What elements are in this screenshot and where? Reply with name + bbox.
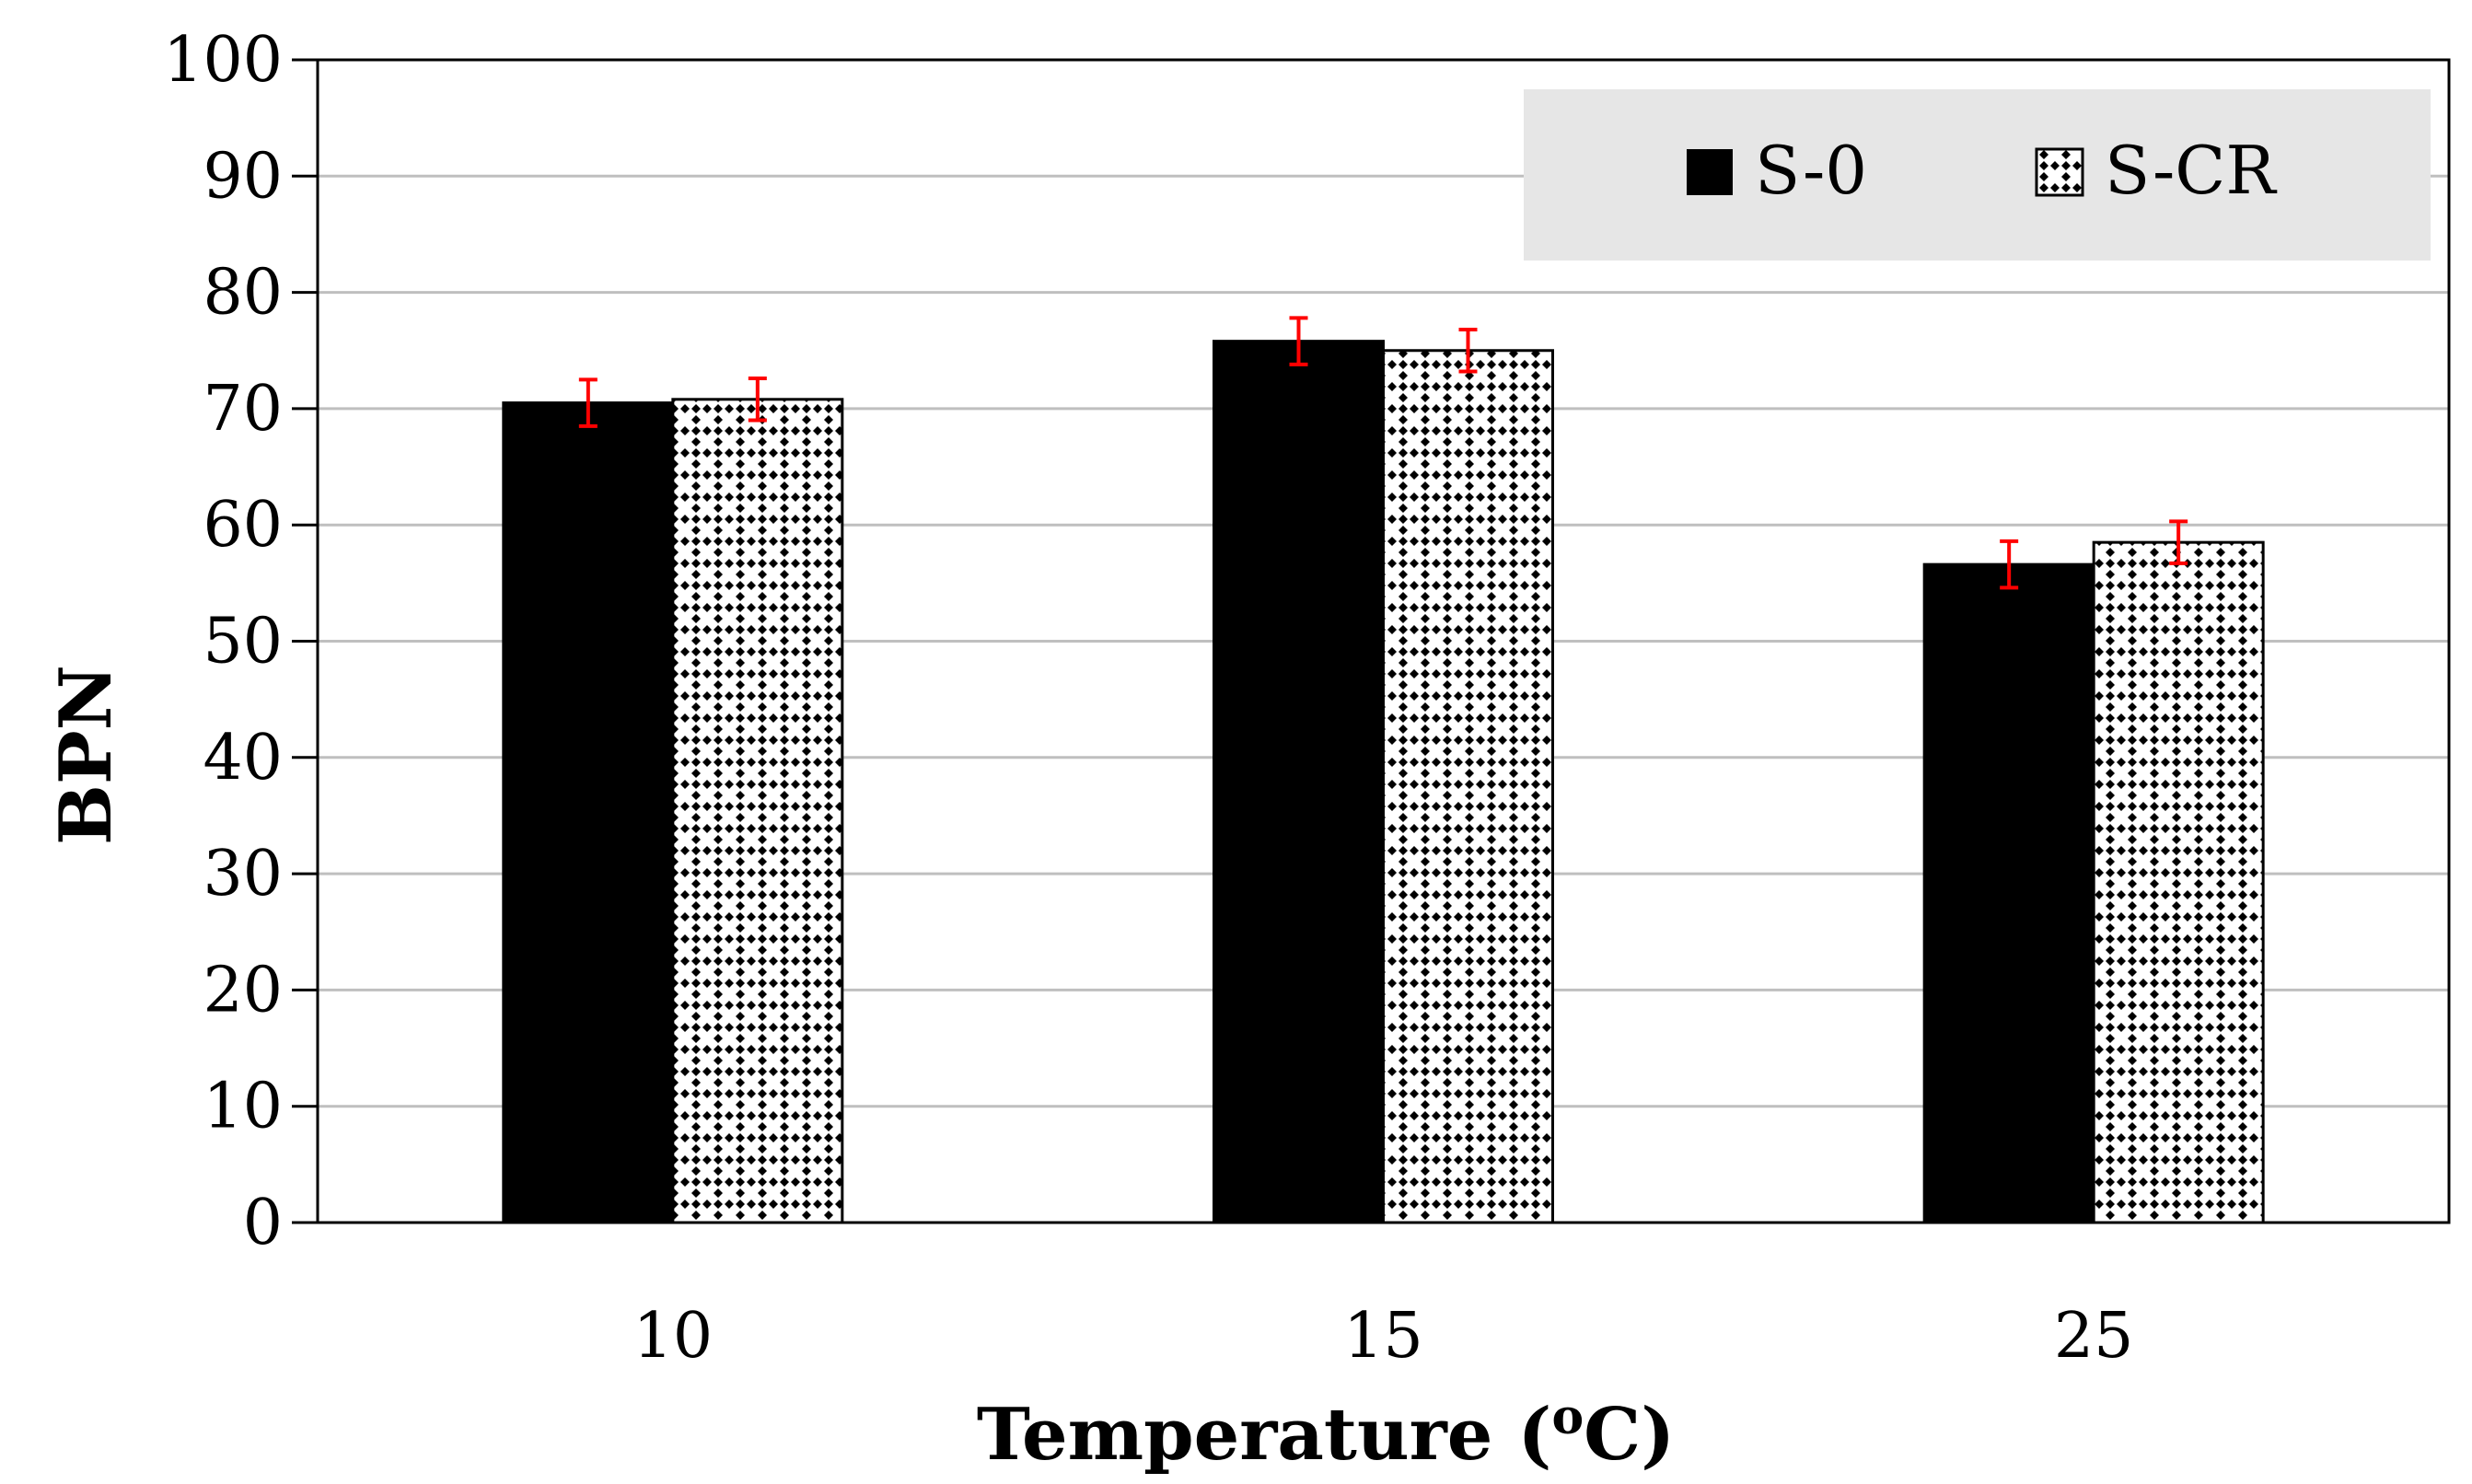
- bar-s-cr-10: [671, 398, 844, 1224]
- x-axis-title-suffix: C): [1584, 1393, 1675, 1477]
- x-tick-label-10: 10: [633, 1300, 714, 1373]
- y-tick-label-40: 40: [203, 722, 283, 794]
- y-tick-label-60: 60: [203, 489, 283, 562]
- y-axis-title: BPN: [44, 665, 128, 845]
- x-axis-title-main: Temperature (: [977, 1393, 1552, 1477]
- tick-labels: 0 10 20 30 40 50 60 70 80 90 100 10 15 25: [163, 24, 2133, 1373]
- legend-swatch-s-cr: [2035, 147, 2084, 197]
- bar-s-cr-15: [1382, 349, 1554, 1224]
- y-tick-label-20: 20: [203, 954, 283, 1026]
- legend-background: [1524, 89, 2431, 261]
- bar-s-0-15: [1213, 340, 1385, 1224]
- bars: [502, 340, 2265, 1224]
- y-tick-label-50: 50: [203, 606, 283, 678]
- x-axis-title-superscript: o: [1551, 1389, 1584, 1445]
- error-bars: [578, 316, 2188, 590]
- y-tick-label-0: 0: [243, 1187, 283, 1259]
- y-tick-label-10: 10: [203, 1071, 283, 1143]
- x-tick-label-25: 25: [2054, 1300, 2134, 1373]
- y-tick-label-90: 90: [203, 140, 283, 213]
- y-tick-label-30: 30: [203, 838, 283, 910]
- x-axis-title: Temperature (oC): [977, 1389, 1675, 1477]
- bar-s-cr-25: [2092, 540, 2265, 1224]
- y-tick-label-80: 80: [203, 257, 283, 330]
- y-tick-label-70: 70: [203, 373, 283, 446]
- legend-label-s-cr: S-CR: [2105, 132, 2277, 209]
- legend: S-0 S-CR: [1524, 89, 2431, 261]
- legend-swatch-s-0: [1687, 149, 1733, 195]
- bar-s-0-25: [1922, 562, 2095, 1224]
- legend-label-s-0: S-0: [1755, 132, 1867, 209]
- y-tick-label-100: 100: [163, 24, 283, 97]
- x-tick-label-15: 15: [1343, 1300, 1423, 1373]
- bar-s-0-10: [502, 401, 675, 1224]
